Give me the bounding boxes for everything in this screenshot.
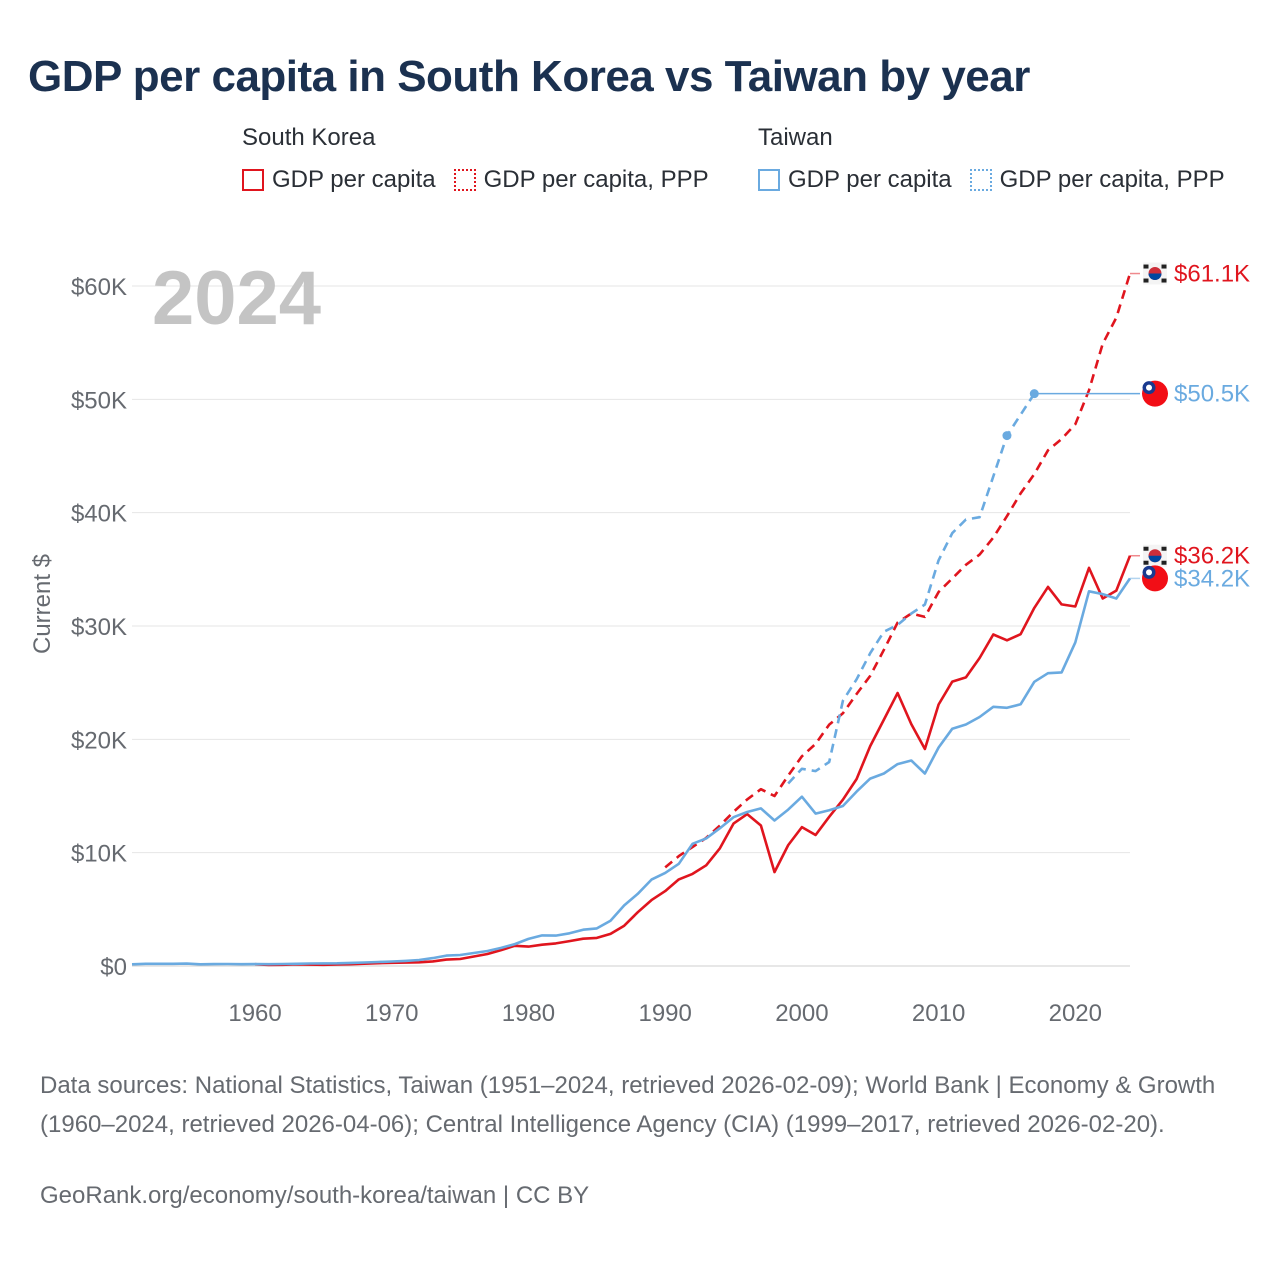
x-tick-label: 1970 [365, 1000, 418, 1027]
series-end-label: $61.1K [1174, 261, 1250, 288]
legend-swatch-dotted [453, 169, 476, 191]
legend-group-title: South Korea [242, 124, 376, 151]
legend-item-taiwan-gdp-ppp[interactable]: GDP per capita, PPP [969, 166, 1225, 194]
y-axis-title: Current $ [29, 554, 56, 654]
chart-title: GDP per capita in South Korea vs Taiwan … [28, 52, 1030, 101]
legend-item-taiwan-gdp[interactable]: GDP per capita [758, 166, 952, 194]
series-line [131, 577, 1132, 966]
line-chart: $0 $10K $20K $30K $40K $50K $60K 1960 1970 1980 19… [29, 256, 1250, 1027]
south-korea-flag-icon [1161, 264, 1167, 269]
south-korea-flag-icon [1148, 555, 1162, 563]
series-line [254, 555, 1132, 967]
south-korea-flag-icon [1143, 264, 1149, 269]
series-line [664, 273, 1132, 869]
series-end-label: $34.2K [1174, 565, 1250, 592]
legend-item-korea-gdp-ppp[interactable]: GDP per capita, PPP [453, 166, 709, 194]
x-tick-label: 1990 [638, 1000, 691, 1027]
x-tick-label: 2010 [912, 1000, 965, 1027]
y-tick-label: $60K [71, 274, 127, 301]
south-korea-flag-icon [1148, 273, 1162, 281]
south-korea-flag-icon [1143, 546, 1149, 551]
legend-label: GDP per capita [272, 166, 436, 193]
y-tick-label: $30K [71, 614, 127, 641]
legend-label: GDP per capita, PPP [483, 166, 709, 193]
legend-group-south-korea: South Korea GDP per capita GDP per capit… [242, 124, 727, 194]
legend-swatch-dotted [969, 169, 992, 191]
south-korea-flag-icon [1161, 278, 1167, 283]
south-korea-flag-icon [1143, 278, 1149, 283]
y-tick-label: $10K [71, 841, 127, 868]
x-tick-label: 1960 [228, 1000, 281, 1027]
legend-group-taiwan: Taiwan GDP per capita GDP per capita, PP… [758, 124, 1243, 194]
legend-label: GDP per capita [788, 166, 952, 193]
taiwan-flag-icon [1146, 569, 1152, 576]
x-tick-label: 2000 [775, 1000, 828, 1027]
data-point-marker [1002, 431, 1012, 441]
south-korea-flag-icon [1143, 560, 1149, 565]
x-tick-label: 2020 [1049, 1000, 1102, 1027]
taiwan-flag-icon [1146, 384, 1152, 391]
x-tick-label: 1980 [502, 1000, 555, 1027]
legend-item-korea-gdp[interactable]: GDP per capita [242, 166, 436, 194]
credit-link[interactable]: GeoRank.org/economy/south-korea/taiwan |… [40, 1182, 590, 1209]
series-end-label: $50.5K [1174, 381, 1250, 408]
legend-group-title: Taiwan [758, 124, 833, 151]
legend-swatch-solid [758, 169, 780, 191]
south-korea-flag-icon [1161, 560, 1167, 565]
south-korea-flag-icon [1161, 546, 1167, 551]
series-end-label: $36.2K [1174, 543, 1250, 570]
year-watermark: 2024 [152, 256, 321, 341]
y-tick-label: $50K [71, 387, 127, 414]
legend-label: GDP per capita, PPP [999, 166, 1225, 193]
y-tick-label: $20K [71, 727, 127, 754]
y-tick-label: $0 [100, 954, 127, 981]
y-tick-label: $40K [71, 501, 127, 528]
legend-swatch-solid [242, 169, 264, 191]
data-sources-note: Data sources: National Statistics, Taiwa… [40, 1072, 1216, 1138]
